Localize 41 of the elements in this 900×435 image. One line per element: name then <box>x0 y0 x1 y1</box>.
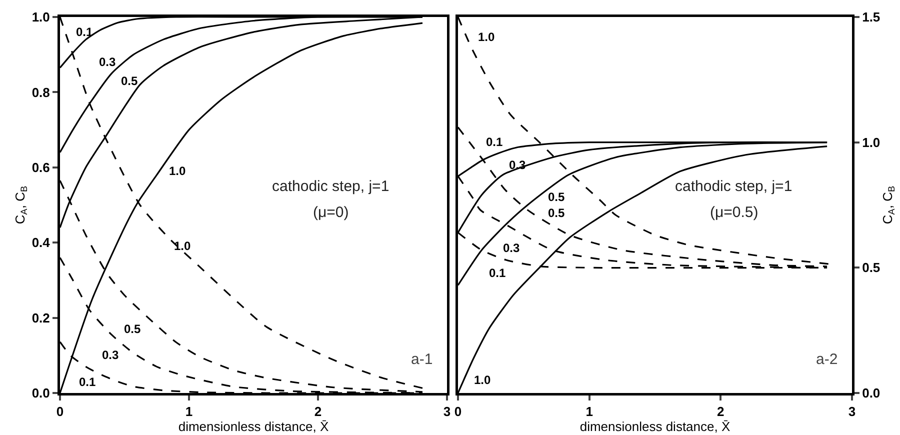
series-label: 1.0 <box>478 30 496 44</box>
y-tick-label: 0.2 <box>32 310 50 326</box>
y2-tick-label: 0.5 <box>862 260 880 276</box>
y-tick-label: 0.0 <box>32 386 50 401</box>
y-tick-label: 0.6 <box>32 160 50 175</box>
series-label: 1.0 <box>474 373 492 387</box>
y2-tick-label: 1.5 <box>862 10 880 25</box>
y2-tick-label: 1.0 <box>862 134 880 150</box>
series-label: 0.3 <box>503 241 520 255</box>
y-tick-label: 1.0 <box>32 10 50 25</box>
series-label: 0.3 <box>99 55 116 69</box>
annotation: a-1 <box>411 351 433 368</box>
x-tick-label: 0 <box>454 404 462 420</box>
annotation: cathodic step, j=1 <box>675 178 792 195</box>
x-tick-label: 2 <box>314 404 322 420</box>
series-label: 1.0 <box>174 239 192 253</box>
annotation: a-2 <box>816 351 838 368</box>
x-tick-label: 3 <box>848 404 856 420</box>
series-label: 1.0 <box>169 164 186 178</box>
x-axis-title: dimensionless distance, X̄ <box>580 419 730 434</box>
annotation: cathodic step, j=1 <box>272 178 390 195</box>
annotation: (μ=0) <box>313 204 349 221</box>
series-label: 0.1 <box>79 375 96 389</box>
series-label: 0.5 <box>548 190 566 204</box>
x-tick-label: 3 <box>443 404 451 420</box>
y-tick-label: 0.8 <box>32 84 50 100</box>
series-label: 0.3 <box>102 348 120 362</box>
series-label: 0.5 <box>124 322 142 336</box>
x-tick-label: 1 <box>586 404 593 420</box>
series-label: 0.1 <box>76 25 94 39</box>
series-label: 0.1 <box>489 266 506 280</box>
x-tick-label: 1 <box>185 404 193 420</box>
x-axis-title: dimensionless distance, X̄ <box>178 419 329 434</box>
y2-tick-label: 0.0 <box>862 386 880 401</box>
x-tick-label: 2 <box>717 404 724 420</box>
y-tick-label: 0.4 <box>32 235 51 250</box>
series-label: 0.5 <box>121 74 138 88</box>
series-label: 0.5 <box>548 206 566 220</box>
x-tick-label: 0 <box>56 404 64 420</box>
series-label: 0.1 <box>486 135 504 149</box>
annotation: (μ=0.5) <box>710 204 758 221</box>
